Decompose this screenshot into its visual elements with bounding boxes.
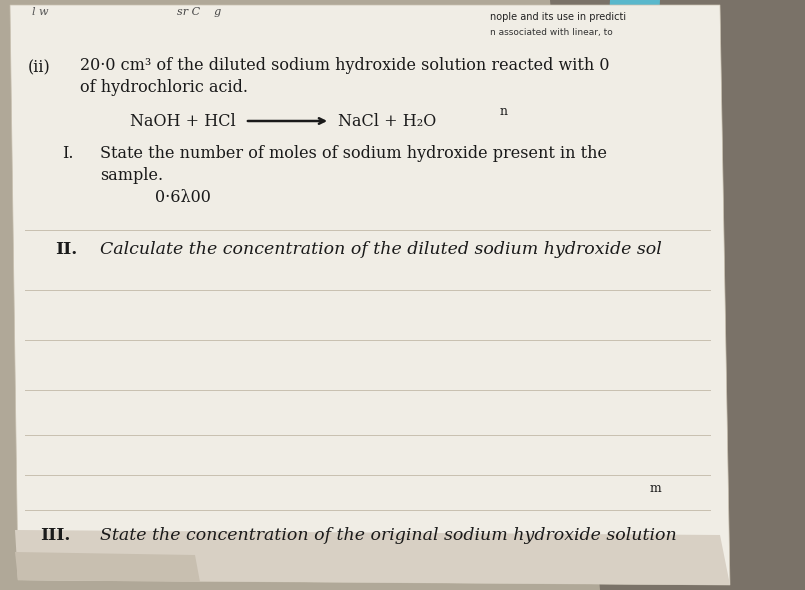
Polygon shape bbox=[15, 552, 200, 582]
Text: I.: I. bbox=[62, 145, 73, 162]
Text: NaCl + H₂O: NaCl + H₂O bbox=[338, 113, 436, 130]
Text: State the number of moles of sodium hydroxide present in the: State the number of moles of sodium hydr… bbox=[100, 145, 607, 162]
Text: nople and its use in predicti: nople and its use in predicti bbox=[490, 12, 626, 22]
Text: 0·6λ00: 0·6λ00 bbox=[155, 189, 211, 206]
Text: of hydrochloric acid.: of hydrochloric acid. bbox=[80, 79, 248, 96]
Text: (ii): (ii) bbox=[28, 59, 51, 76]
Text: n associated with linear, to: n associated with linear, to bbox=[490, 28, 613, 37]
Polygon shape bbox=[550, 0, 805, 590]
Text: sample.: sample. bbox=[100, 167, 163, 184]
Text: l w: l w bbox=[25, 7, 48, 17]
Text: III.: III. bbox=[40, 527, 70, 544]
Text: n: n bbox=[500, 105, 508, 118]
Text: NaOH + HCl: NaOH + HCl bbox=[130, 113, 236, 130]
Text: m: m bbox=[650, 482, 662, 495]
Text: sr C    g: sr C g bbox=[170, 7, 221, 17]
Text: State the concentration of the original sodium hydroxide solution: State the concentration of the original … bbox=[100, 527, 677, 544]
Polygon shape bbox=[10, 5, 730, 585]
Text: 20·0 cm³ of the diluted sodium hydroxide solution reacted with 0: 20·0 cm³ of the diluted sodium hydroxide… bbox=[80, 57, 609, 74]
Polygon shape bbox=[590, 0, 660, 390]
Text: Calculate the concentration of the diluted sodium hydroxide sol: Calculate the concentration of the dilut… bbox=[100, 241, 662, 258]
Polygon shape bbox=[15, 530, 730, 585]
Text: II.: II. bbox=[55, 241, 77, 258]
